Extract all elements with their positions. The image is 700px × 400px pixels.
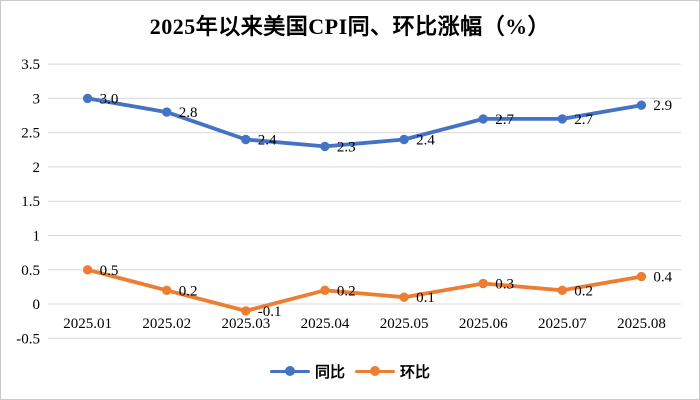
y-tick-label: 2 — [33, 160, 41, 176]
data-label-yoy: 2.8 — [179, 105, 198, 121]
data-label-mom: 0.4 — [653, 270, 672, 286]
y-tick-label: 3.5 — [21, 57, 40, 73]
data-point-yoy — [162, 107, 172, 117]
legend: 同比 环比 — [1, 360, 699, 382]
data-label-mom: 0.2 — [179, 283, 198, 299]
y-tick-label: 0 — [33, 297, 41, 313]
data-label-mom: 0.2 — [574, 283, 593, 299]
x-tick-label: 2025.03 — [221, 316, 270, 332]
data-label-mom: 0.3 — [495, 277, 514, 293]
y-tick-label: -0.5 — [16, 331, 40, 347]
x-tick-label: 2025.07 — [538, 316, 587, 332]
x-tick-label: 2025.02 — [142, 316, 191, 332]
data-label-mom: 0.2 — [337, 283, 356, 299]
data-point-mom — [399, 292, 409, 302]
legend-label-yoy: 同比 — [314, 364, 345, 381]
legend-item-yoy: 同比 — [269, 361, 345, 382]
x-tick-label: 2025.08 — [617, 316, 666, 332]
legend-marker-dot — [284, 366, 295, 376]
data-label-yoy: 2.3 — [337, 139, 356, 155]
data-label-yoy: 2.7 — [574, 112, 593, 128]
data-point-mom — [478, 278, 488, 289]
data-label-yoy: 3.0 — [100, 91, 119, 107]
data-label-mom: 0.5 — [100, 263, 119, 279]
y-tick-label: 1 — [33, 228, 41, 244]
data-point-mom — [320, 285, 330, 295]
y-tick-label: 3 — [33, 91, 41, 107]
legend-label-mom: 环比 — [400, 364, 431, 381]
legend-line-marker-mom — [355, 365, 395, 377]
data-point-yoy — [241, 134, 251, 145]
data-point-mom — [82, 265, 93, 275]
legend-item-mom: 环比 — [355, 361, 430, 382]
x-tick-label: 2025.04 — [301, 316, 350, 332]
data-point-mom — [636, 271, 647, 282]
series-line-yoy — [85, 96, 644, 149]
x-tick-label: 2025.06 — [459, 316, 508, 332]
data-label-yoy: 2.7 — [495, 112, 514, 128]
data-point-yoy — [636, 100, 647, 110]
data-label-yoy: 2.4 — [258, 133, 277, 149]
data-label-yoy: 2.4 — [416, 133, 435, 149]
data-point-mom — [162, 285, 172, 295]
x-tick-label: 2025.05 — [380, 316, 429, 332]
x-tick-label: 2025.01 — [63, 316, 112, 332]
data-point-mom — [241, 306, 251, 316]
data-label-mom: 0.1 — [416, 290, 435, 306]
data-point-yoy — [399, 134, 409, 145]
data-point-yoy — [557, 114, 567, 124]
data-point-yoy — [82, 93, 93, 104]
data-label-yoy: 2.9 — [653, 98, 672, 114]
data-point-mom — [557, 285, 567, 295]
y-tick-label: 1.5 — [21, 194, 40, 210]
data-point-yoy — [320, 141, 330, 152]
series-line-mom — [85, 267, 644, 313]
chart-title: 2025年以来美国CPI同、环比涨幅（%） — [149, 14, 551, 39]
data-point-yoy — [478, 114, 488, 124]
y-tick-label: 2.5 — [21, 126, 40, 142]
data-label-mom: -0.1 — [258, 304, 282, 320]
legend-marker-dot — [370, 366, 380, 376]
y-tick-label: 0.5 — [21, 263, 40, 279]
legend-line-marker-yoy — [269, 365, 310, 377]
